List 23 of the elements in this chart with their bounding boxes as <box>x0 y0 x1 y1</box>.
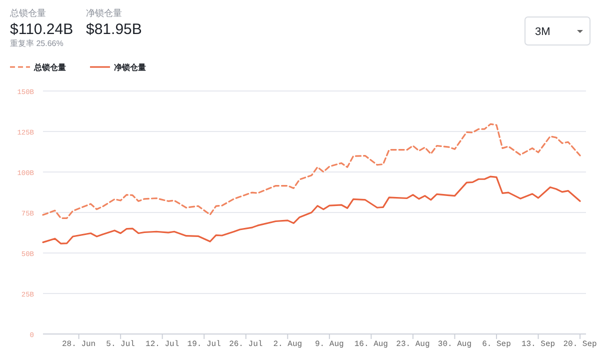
x-tick-label: 30. Aug <box>438 340 472 349</box>
legend-label: 净锁仓量 <box>114 63 146 72</box>
x-tick-label: 13. Sep <box>521 340 556 349</box>
line-series <box>42 176 581 244</box>
x-tick-label: 5. Jul <box>106 340 136 349</box>
text: 总锁仓量 <box>9 8 46 18</box>
text: 3M <box>535 26 550 38</box>
text: $81.95B <box>86 21 142 38</box>
x-tick-label: 28. Jun <box>62 340 96 349</box>
text: 重复率 25.66% <box>10 39 64 48</box>
x-tick-label: 19. Jul <box>187 340 222 349</box>
text: 净锁仓量 <box>86 8 122 18</box>
x-tick-label: 2. Aug <box>273 340 302 349</box>
x-tick-label: 6. Sep <box>482 340 512 349</box>
x-tick-label: 20. Sep <box>563 340 598 349</box>
x-tick-label: 12. Jul <box>146 340 180 349</box>
line-series <box>42 123 581 219</box>
x-tick-label: 9. Aug <box>315 340 344 349</box>
x-tick-label: 23. Aug <box>396 340 430 349</box>
legend-label: 总锁仓量 <box>33 63 66 72</box>
x-tick-label: 16. Aug <box>354 340 388 349</box>
x-tick-label: 26. Jul <box>229 340 263 349</box>
text: $110.24B <box>10 21 74 38</box>
